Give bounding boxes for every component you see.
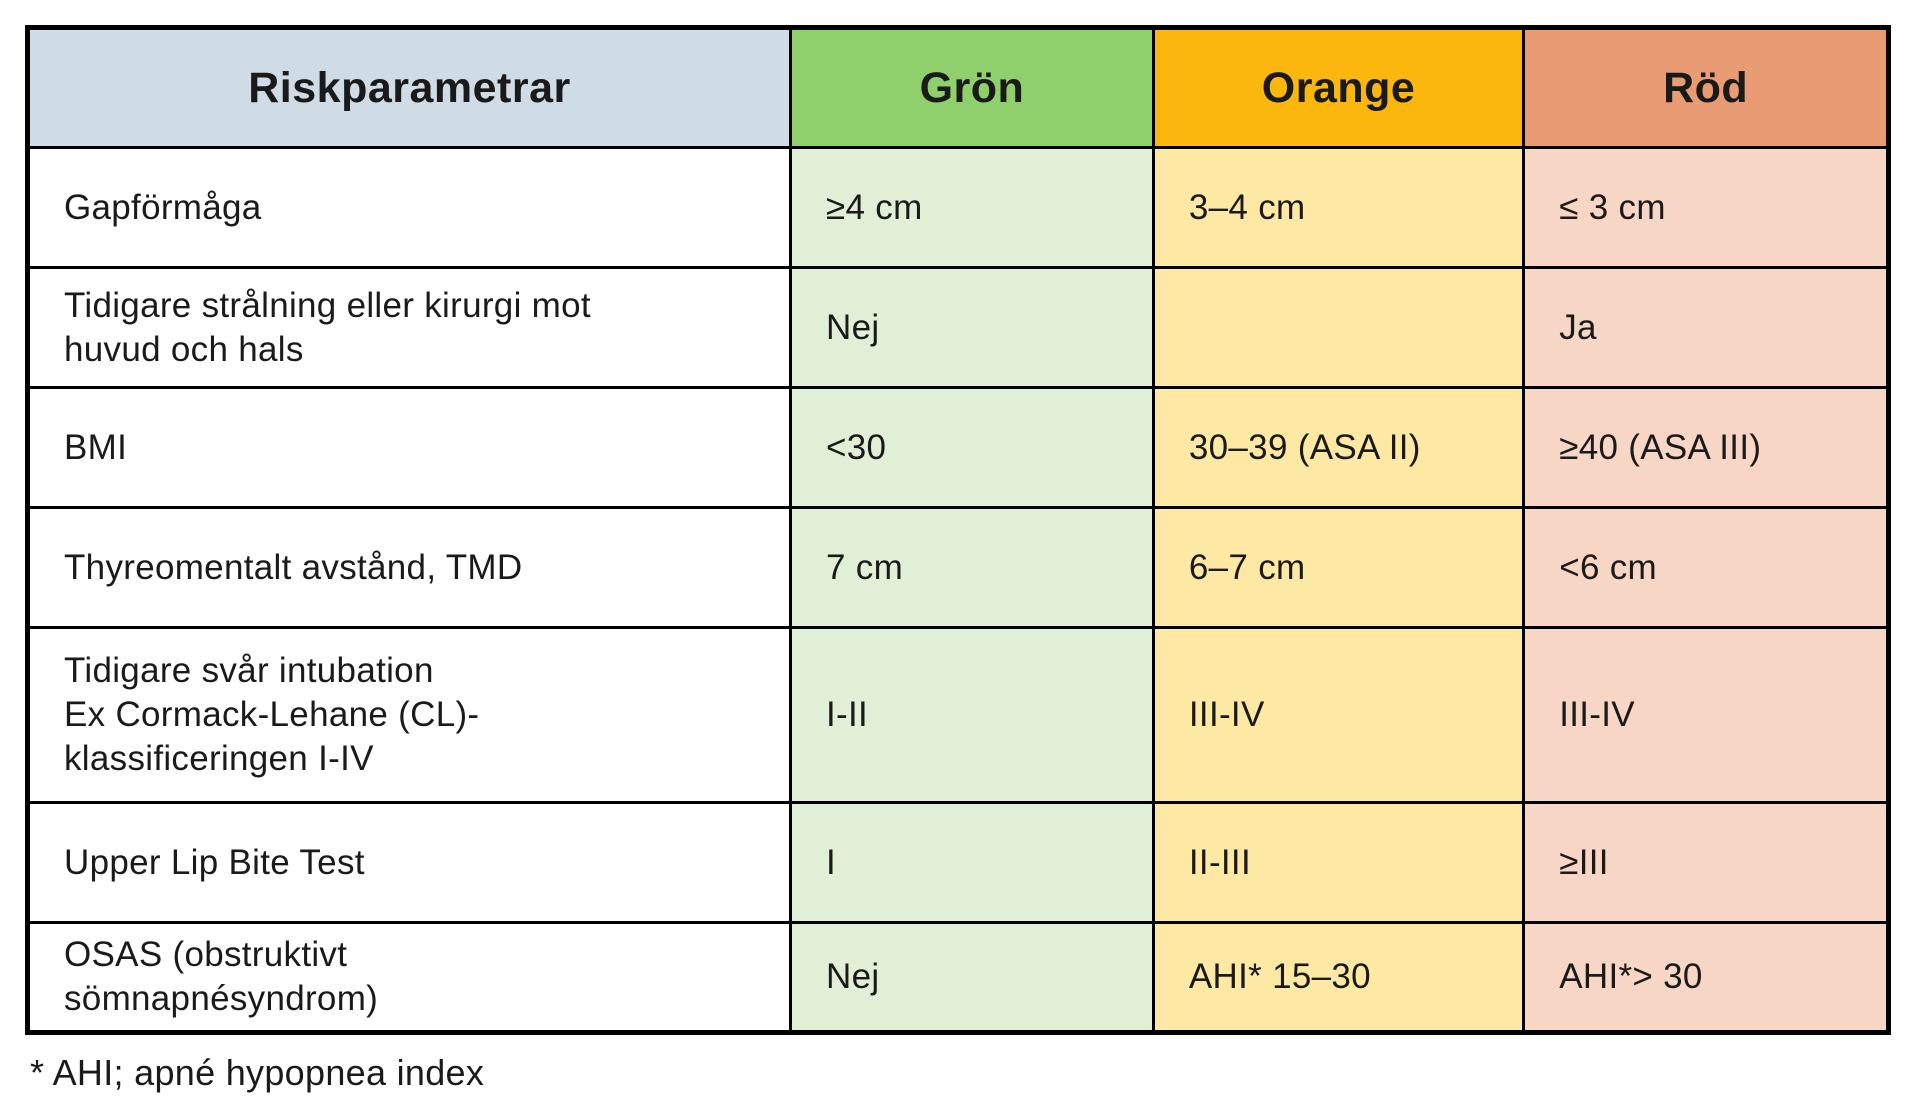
orange-cell (1151, 266, 1526, 389)
table-row: BMI <30 30–39 (ASA II) ≥40 (ASA III) (26, 386, 1890, 509)
param-cell: Tidigare svår intubation Ex Cormack-Leha… (26, 626, 792, 804)
red-cell: ≤ 3 cm (1522, 146, 1890, 269)
table-row: Thyreomentalt avstånd, TMD 7 cm 6–7 cm <… (26, 506, 1890, 629)
green-cell: Nej (789, 266, 1155, 389)
red-cell: ≥40 (ASA III) (1522, 386, 1890, 509)
risk-parameter-table: Riskparametrar Grön Orange Röd Gapförmåg… (25, 25, 1891, 1035)
table-row: Tidigare strålning eller kirurgi mot huv… (26, 266, 1890, 389)
orange-cell: 3–4 cm (1151, 146, 1526, 269)
header-row: Riskparametrar Grön Orange Röd (26, 26, 1890, 149)
green-cell: I (789, 801, 1155, 924)
orange-cell: III-IV (1151, 626, 1526, 804)
param-cell: Tidigare strålning eller kirurgi mot huv… (26, 266, 792, 389)
orange-cell: AHI* 15–30 (1151, 921, 1526, 1034)
red-cell: Ja (1522, 266, 1890, 389)
green-cell: Nej (789, 921, 1155, 1034)
param-cell: BMI (26, 386, 792, 509)
footnote-ahi: * AHI; apné hypopnea index (30, 1052, 485, 1093)
column-header-gron: Grön (789, 26, 1155, 149)
green-cell: 7 cm (789, 506, 1155, 629)
orange-cell: 6–7 cm (1151, 506, 1526, 629)
column-header-rod: Röd (1522, 26, 1890, 149)
param-cell: Upper Lip Bite Test (26, 801, 792, 924)
column-header-riskparametrar: Riskparametrar (26, 26, 792, 149)
orange-cell: II-III (1151, 801, 1526, 924)
param-cell: Thyreomentalt avstånd, TMD (26, 506, 792, 629)
red-cell: III-IV (1522, 626, 1890, 804)
param-cell: Gapförmåga (26, 146, 792, 269)
table-row: OSAS (obstruktivt sömnapnésyndrom) Nej A… (26, 921, 1890, 1034)
green-cell: ≥4 cm (789, 146, 1155, 269)
orange-cell: 30–39 (ASA II) (1151, 386, 1526, 509)
red-cell: ≥III (1522, 801, 1890, 924)
green-cell: I-II (789, 626, 1155, 804)
table-row: Tidigare svår intubation Ex Cormack-Leha… (26, 626, 1890, 804)
red-cell: <6 cm (1522, 506, 1890, 629)
table-row: Upper Lip Bite Test I II-III ≥III (26, 801, 1890, 924)
red-cell: AHI*> 30 (1522, 921, 1890, 1034)
column-header-orange: Orange (1151, 26, 1526, 149)
param-cell: OSAS (obstruktivt sömnapnésyndrom) (26, 921, 792, 1034)
table-row: Gapförmåga ≥4 cm 3–4 cm ≤ 3 cm (26, 146, 1890, 269)
green-cell: <30 (789, 386, 1155, 509)
